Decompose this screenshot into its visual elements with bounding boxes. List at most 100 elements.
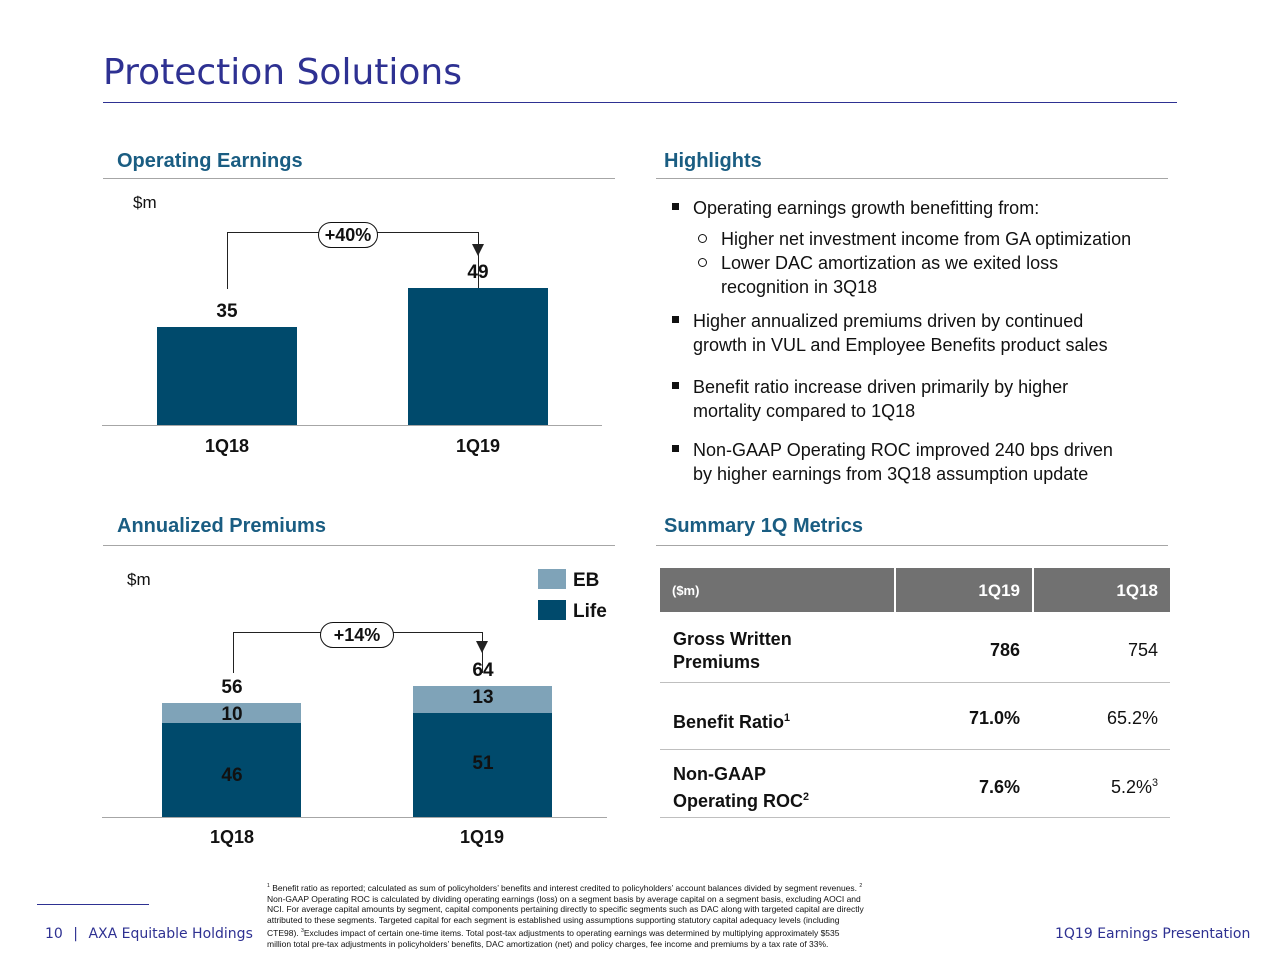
highlight-item-cont: by higher earnings from 3Q18 assumption … [693,464,1089,484]
column-divider [894,568,896,612]
x-tick-label: 1Q19 [459,827,505,847]
title-divider [103,102,1177,103]
benefit-ratio-1q19-value: 71.0% [968,708,1020,728]
footnote-text: Excludes impact of certain one-time item… [303,927,840,938]
footnote-ref: 2 [803,791,810,803]
highlight-item: Benefit ratio increase driven primarily … [693,377,1069,397]
page-title: Protection Solutions [103,52,462,93]
highlight-item: Non-GAAP Operating ROC improved 240 bps … [693,440,1113,460]
row-label-operating-roc: Non-GAAP Operating ROC2 [673,763,809,813]
footnote-ref: 1 [784,712,791,724]
footnote-ref: 3 [1151,777,1158,789]
highlights-rule [656,178,1168,179]
growth-arrow-icon [476,641,488,653]
legend-swatch-eb [538,569,566,589]
row-label-benefit-ratio: Benefit Ratio1 [673,707,790,734]
footer-rule [37,904,149,905]
growth-arrow-icon [472,244,484,256]
sub-bullet-icon [698,258,707,267]
footer-left: 10 | AXA Equitable Holdings [45,926,253,942]
bar-value-label: 35 [216,301,238,322]
table-header-row: ($m) 1Q19 1Q18 [660,568,1170,612]
bar-life-1q18 [162,723,301,817]
highlight-subitem-cont: recognition in 3Q18 [721,277,878,297]
footnote-text: NCI. For average capital amounts by segm… [267,904,864,915]
bar-value-label: 49 [467,262,489,283]
row-label-line: Operating ROC [673,791,804,811]
roc-1q18-text: 5.2% [1110,777,1152,797]
x-tick-label: 1Q19 [455,436,501,456]
bar-eb-1q18 [162,703,301,723]
highlight-item: Higher annualized premiums driven by con… [693,311,1084,331]
footnote-text: Benefit ratio as reported; calculated as… [272,882,858,893]
footer-presentation-title: 1Q19 Earnings Presentation [1055,926,1251,942]
bar-eb-1q19 [413,686,552,713]
row-label-text: Benefit Ratio [673,712,785,732]
annualized-premiums-heading: Annualized Premiums [117,515,326,537]
footnote-text: million total pre-tax adjustments in pol… [267,938,829,949]
legend-swatch-life [538,600,566,620]
roc-1q18-value: 5.2%3 [1038,777,1158,798]
annualized-premiums-unit: $m [127,570,151,589]
footnote-text: Non-GAAP Operating ROC is calculated by … [267,893,861,904]
footnote-text: attributed to these segments. Targeted c… [267,915,840,926]
company-name: AXA Equitable Holdings [88,926,253,942]
bullet-icon [672,203,679,210]
row-divider [660,682,1170,683]
row-divider [660,817,1170,818]
total-value-label: 56 [221,677,243,698]
sub-bullet-icon [698,234,707,243]
legend-label-eb: EB [573,570,600,591]
gwp-1q19-value: 786 [989,640,1020,660]
highlight-subitem: Lower DAC amortization as we exited loss [721,253,1059,273]
operating-earnings-heading: Operating Earnings [117,150,303,172]
footnote-text: CTE98). [267,927,299,938]
roc-1q19-value: 7.6% [978,777,1020,797]
footnote-marker: 3 [301,928,304,935]
legend-label-life: Life [573,601,607,622]
table-header-1q18: 1Q18 [1116,581,1158,600]
row-label-line: Non-GAAP [673,764,766,784]
bullet-icon [672,445,679,452]
eb-value-label: 10 [221,704,243,725]
life-value-label: 51 [472,753,494,774]
row-label-gwp: Gross Written Premiums [673,628,792,674]
row-label-line: Premiums [673,652,761,672]
growth-badge: +14% [320,622,394,648]
summary-rule [656,545,1168,546]
bar-life-1q19 [413,713,552,817]
footnote-marker: 2 [859,883,863,889]
footnote-marker: 1 [267,883,270,889]
total-value-label: 64 [472,660,494,681]
x-tick-label: 1Q18 [209,827,255,847]
highlight-item-cont: mortality compared to 1Q18 [693,401,916,421]
benefit-ratio-1q18-value: 65.2% [1106,708,1158,728]
bullet-icon [672,316,679,323]
bar-1q19 [408,288,548,425]
gwp-1q18-value: 754 [1127,640,1158,660]
growth-badge: +40% [318,222,378,248]
eb-value-label: 13 [472,686,494,708]
bullet-icon [672,382,679,389]
footer-separator: | [73,926,78,942]
summary-heading: Summary 1Q Metrics [664,515,863,537]
highlight-item: Operating earnings growth benefitting fr… [693,198,1040,218]
x-axis-line [102,425,602,426]
row-label-line: Gross Written [673,629,792,649]
row-divider [660,749,1170,750]
highlight-item-cont: growth in VUL and Employee Benefits prod… [693,335,1108,355]
page-number: 10 [45,926,63,942]
x-axis-line [102,817,607,818]
operating-earnings-unit: $m [133,193,157,212]
x-tick-label: 1Q18 [204,436,250,456]
life-value-label: 46 [221,765,243,786]
operating-earnings-rule [103,178,615,179]
footnotes: 1 Benefit ratio as reported; calculated … [267,881,1027,949]
table-header-unit: ($m) [672,583,700,598]
annualized-premiums-rule [103,545,615,546]
highlights-heading: Highlights [664,150,762,172]
bar-1q18 [157,327,297,425]
highlight-subitem: Higher net investment income from GA opt… [721,229,1132,249]
table-header-1q19: 1Q19 [978,581,1020,600]
column-divider [1032,568,1034,612]
